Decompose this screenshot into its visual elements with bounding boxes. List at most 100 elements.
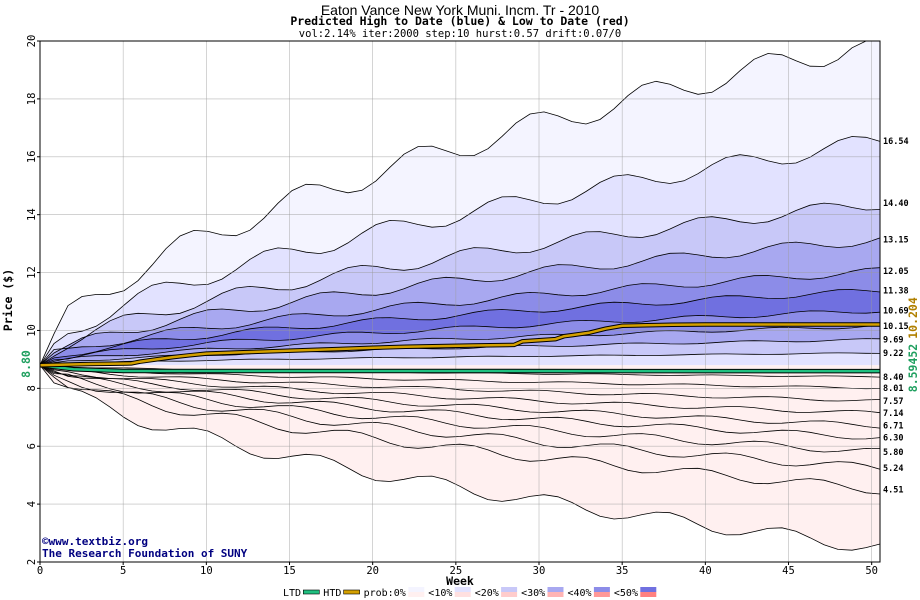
end-value-label: 10.69 [883, 306, 909, 316]
end-value-label: 6.30 [883, 434, 903, 444]
y-tick-label: 2 [26, 559, 38, 565]
high-band-line-3 [39, 237, 881, 366]
y-tick-label: 20 [26, 35, 38, 48]
x-tick-label: 5 [120, 565, 126, 577]
chart-title: Eaton Vance New York Muni. Incm. Tr - 20… [321, 2, 600, 18]
x-tick-label: 40 [699, 565, 712, 577]
low-band-line-9 [39, 364, 881, 551]
legend-swatch [547, 587, 564, 592]
legend: LTD HTD prob:0% <10% <20% <30% <40% <50% [283, 587, 657, 599]
low-band-line-5 [39, 364, 881, 440]
x-tick-labels: 0 5 10 15 20 25 30 35 40 45 50 [37, 562, 878, 577]
high-band-line-4 [39, 267, 881, 366]
chart-params: vol:2.14% iter:2000 step:10 hurst:0.57 d… [299, 28, 621, 40]
legend-label: <10% [428, 588, 452, 599]
x-tick-label: 50 [865, 565, 878, 577]
end-value-label: 13.15 [883, 235, 909, 245]
high-band-5 [40, 289, 880, 366]
legend-swatch [454, 592, 471, 597]
credit-website: ©www.textbiz.org [42, 535, 148, 548]
y-tick-label: 4 [26, 501, 38, 507]
htd-end-label: 10.204 [906, 297, 920, 339]
y-tick-label: 12 [26, 266, 38, 279]
high-band-4 [40, 267, 880, 366]
end-value-label: 7.14 [883, 409, 903, 419]
end-value-label: 8.40 [883, 373, 903, 383]
legend-swatch [343, 589, 360, 595]
chart-subtitle: Predicted High to Date (blue) & Low to D… [290, 14, 629, 28]
end-value-label: 6.71 [883, 422, 903, 432]
end-value-label: 16.54 [883, 137, 909, 147]
legend-swatch [501, 592, 518, 597]
x-tick-label: 45 [782, 565, 795, 577]
high-band-line-9 [39, 352, 881, 366]
y-tick-label: 6 [26, 443, 38, 449]
legend-swatch [302, 589, 320, 595]
end-value-label: 4.51 [883, 485, 903, 495]
legend-swatch [454, 587, 471, 592]
legend-label: HTD [323, 588, 341, 599]
high-band-2 [40, 203, 880, 366]
end-value-label: 12.05 [883, 267, 909, 277]
x-tick-label: 35 [616, 565, 629, 577]
y-tick-label: 8 [26, 385, 38, 391]
legend-swatch [547, 592, 564, 597]
legend-label: <50% [614, 588, 638, 599]
high-band-0 [40, 41, 880, 366]
ltd-line [39, 363, 881, 373]
x-tick-label: 25 [450, 565, 463, 577]
y-tick-labels: 2 4 6 8 10 12 14 16 18 20 [26, 35, 40, 565]
plot-area [39, 40, 881, 563]
x-tick-label: 15 [283, 565, 296, 577]
legend-label: LTD [283, 588, 301, 599]
y-tick-label: 14 [26, 208, 38, 221]
high-band-1 [40, 136, 880, 366]
band-end-labels: 16.54 14.40 13.15 12.05 11.38 10.69 10.15 9.69 9… [883, 137, 909, 495]
htd-line [39, 323, 880, 367]
x-tick-label: 30 [533, 565, 546, 577]
high-band-8 [40, 338, 880, 366]
low-band-line-6 [39, 364, 881, 453]
y-axis-label: Price ($) [1, 269, 15, 331]
low-band-line-8 [39, 364, 881, 495]
high-band-line-6 [39, 310, 881, 366]
x-tick-label: 0 [37, 565, 43, 577]
end-value-label: 10.15 [883, 322, 909, 332]
end-value-label: 9.69 [883, 335, 903, 345]
end-value-label: 9.22 [883, 349, 903, 359]
legend-label: <20% [475, 588, 499, 599]
y-tick-label: 18 [26, 93, 38, 106]
low-band-line-1 [39, 364, 881, 390]
low-band-line-4 [39, 364, 881, 429]
legend-label: <30% [521, 588, 545, 599]
legend-swatch [501, 587, 518, 592]
end-value-label: 5.80 [883, 448, 903, 458]
low-band-line-2 [39, 364, 881, 402]
legend-swatch [593, 592, 610, 597]
y-tick-label: 16 [26, 150, 38, 163]
high-band-9 [40, 352, 880, 366]
legend-swatch [593, 587, 610, 592]
end-value-label: 8.01 [883, 384, 903, 394]
end-value-label: 14.40 [883, 199, 909, 209]
x-axis-label: Week [446, 574, 474, 588]
low-band-line-3 [39, 364, 881, 414]
end-value-label: 11.38 [883, 287, 909, 297]
low-band-line-7 [39, 364, 881, 470]
start-price-label: 8.80 [19, 350, 33, 378]
legend-swatch [640, 592, 657, 597]
high-band-3 [40, 237, 880, 366]
legend-swatch [408, 587, 425, 592]
end-value-label: 7.57 [883, 397, 903, 407]
end-value-label: 5.24 [883, 464, 903, 474]
ltd-end-label: 8.59452 [906, 344, 920, 392]
high-band-line-2 [39, 202, 881, 366]
legend-swatch [408, 592, 425, 597]
y-tick-label: 10 [26, 324, 38, 337]
plot-frame [39, 40, 881, 563]
credit-foundation: The Research Foundation of SUNY [42, 547, 248, 560]
legend-label: <40% [568, 588, 592, 599]
legend-swatch [640, 587, 657, 592]
legend-label: prob:0% [364, 588, 406, 599]
